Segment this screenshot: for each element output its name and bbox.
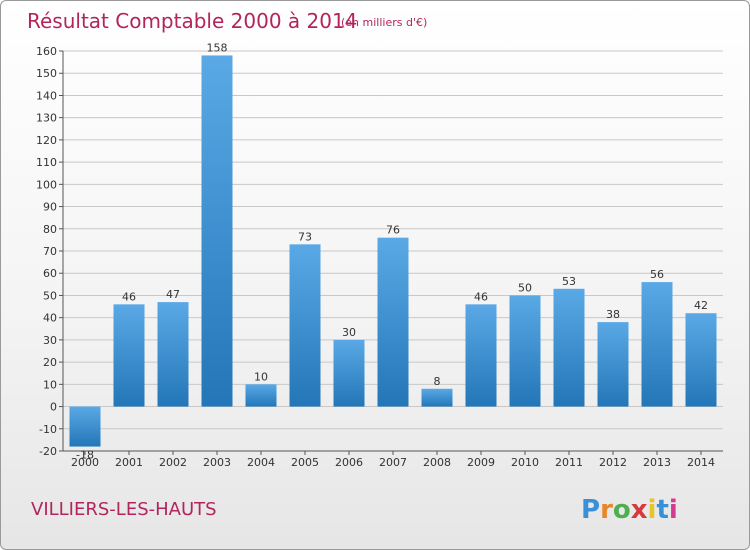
bar-2000 <box>69 406 101 447</box>
logo-letter: i <box>669 495 678 525</box>
y-tick-label: 110 <box>36 156 57 169</box>
bar-2006 <box>333 339 365 407</box>
data-label-2010: 50 <box>518 281 532 294</box>
y-tick-label: 120 <box>36 134 57 147</box>
data-labels: -18 46 47 158 10 73 30 76 8 46 50 53 38 56 42 <box>76 41 708 461</box>
x-tick-label: 2000 <box>71 456 99 469</box>
bar-2004 <box>245 384 277 407</box>
y-tick-label: 10 <box>43 378 57 391</box>
proxiti-logo: Proxiti <box>581 495 678 525</box>
y-tick-label: 30 <box>43 334 57 347</box>
y-tick-label: 70 <box>43 245 57 258</box>
data-label-2003: 158 <box>207 41 228 54</box>
y-tick-label: 100 <box>36 178 57 191</box>
y-tick-label: 20 <box>43 356 57 369</box>
logo-letter: x <box>631 495 648 525</box>
logo-letter: i <box>648 495 657 525</box>
data-label-2012: 38 <box>606 308 620 321</box>
data-label-2013: 56 <box>650 268 664 281</box>
bar-2001 <box>113 304 145 407</box>
x-tick-label: 2009 <box>467 456 495 469</box>
bars <box>69 55 717 447</box>
x-tick-label: 2011 <box>555 456 583 469</box>
bar-2007 <box>377 237 409 407</box>
logo-letter: t <box>656 495 668 525</box>
x-tick-label: 2004 <box>247 456 275 469</box>
data-label-2006: 30 <box>342 326 356 339</box>
x-tick-label: 2012 <box>599 456 627 469</box>
data-label-2002: 47 <box>166 288 180 301</box>
data-label-2005: 73 <box>298 230 312 243</box>
x-tick-label: 2003 <box>203 456 231 469</box>
logo-letter: P <box>581 495 600 525</box>
x-tick-label: 2005 <box>291 456 319 469</box>
chart-title: Résultat Comptable 2000 à 2014 <box>27 9 357 33</box>
data-label-2001: 46 <box>122 290 136 303</box>
logo-letter: o <box>613 495 631 525</box>
y-tick-label: -10 <box>39 423 57 436</box>
x-tick-label: 2006 <box>335 456 363 469</box>
y-tick-label: 40 <box>43 312 57 325</box>
bar-2012 <box>597 322 629 407</box>
x-tick-label: 2001 <box>115 456 143 469</box>
x-tick-label: 2010 <box>511 456 539 469</box>
y-tick-label: -20 <box>39 445 57 458</box>
data-label-2014: 42 <box>694 299 708 312</box>
bar-2014 <box>685 313 717 407</box>
y-tick-label: 130 <box>36 112 57 125</box>
bar-2005 <box>289 244 321 407</box>
y-tick-label: 0 <box>50 401 57 414</box>
data-label-2004: 10 <box>254 370 268 383</box>
x-tick-label: 2013 <box>643 456 671 469</box>
y-tick-label: 160 <box>36 45 57 58</box>
bar-2010 <box>509 295 541 407</box>
bar-2002 <box>157 302 189 407</box>
x-tick-label: 2014 <box>687 456 715 469</box>
x-tick-label: 2002 <box>159 456 187 469</box>
x-tick-label: 2007 <box>379 456 407 469</box>
chart-subtitle: (en milliers d'€) <box>341 16 427 29</box>
data-label-2000: -18 <box>76 449 94 462</box>
y-tick-label: 150 <box>36 67 57 80</box>
data-label-2008: 8 <box>434 375 441 388</box>
bar-2003 <box>201 55 233 407</box>
data-label-2011: 53 <box>562 275 576 288</box>
bar-2011 <box>553 288 585 407</box>
y-tick-label: 80 <box>43 223 57 236</box>
y-tick-label: 140 <box>36 89 57 102</box>
bar-2008 <box>421 388 453 407</box>
bar-2013 <box>641 282 673 407</box>
x-tick-label: 2008 <box>423 456 451 469</box>
data-label-2007: 76 <box>386 224 400 237</box>
bar-2009 <box>465 304 497 407</box>
x-tick-labels: 2000 2001 2002 2003 2004 2005 2006 2007 2008 2009… <box>71 451 715 469</box>
y-tick-label: 50 <box>43 289 57 302</box>
logo-letter: r <box>600 495 613 525</box>
y-tick-label: 60 <box>43 267 57 280</box>
y-tick-labels: -20 -10 0 10 20 30 40 50 60 70 80 90 100 110 120 130 140… <box>36 45 63 458</box>
y-tick-label: 90 <box>43 201 57 214</box>
data-label-2009: 46 <box>474 290 488 303</box>
place-name: VILLIERS-LES-HAUTS <box>31 499 217 520</box>
